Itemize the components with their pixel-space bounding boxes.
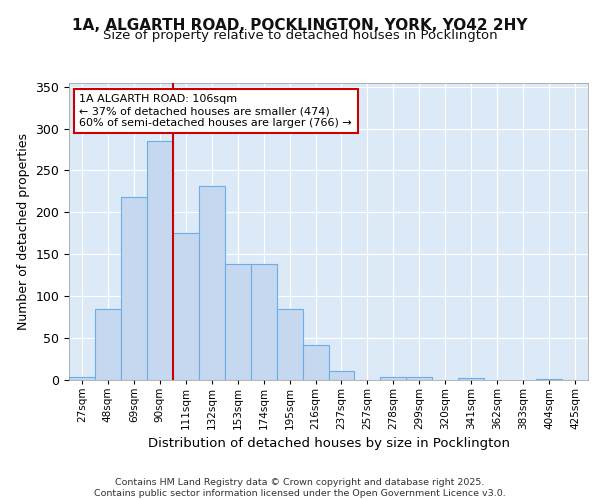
Bar [329,371,355,380]
Bar [121,198,147,380]
Bar [225,264,251,380]
Bar [277,309,302,380]
Bar [380,376,406,380]
Bar [199,186,224,380]
Bar [458,378,484,380]
Bar [536,379,562,380]
Y-axis label: Number of detached properties: Number of detached properties [17,132,30,330]
Bar [173,234,199,380]
Bar [69,378,95,380]
Bar [147,141,173,380]
Bar [95,309,121,380]
Text: Size of property relative to detached houses in Pocklington: Size of property relative to detached ho… [103,29,497,42]
Text: 1A ALGARTH ROAD: 106sqm
← 37% of detached houses are smaller (474)
60% of semi-d: 1A ALGARTH ROAD: 106sqm ← 37% of detache… [79,94,352,128]
Bar [302,345,329,380]
X-axis label: Distribution of detached houses by size in Pocklington: Distribution of detached houses by size … [148,438,509,450]
Text: 1A, ALGARTH ROAD, POCKLINGTON, YORK, YO42 2HY: 1A, ALGARTH ROAD, POCKLINGTON, YORK, YO4… [72,18,528,32]
Bar [251,264,277,380]
Bar [406,376,432,380]
Text: Contains HM Land Registry data © Crown copyright and database right 2025.
Contai: Contains HM Land Registry data © Crown c… [94,478,506,498]
